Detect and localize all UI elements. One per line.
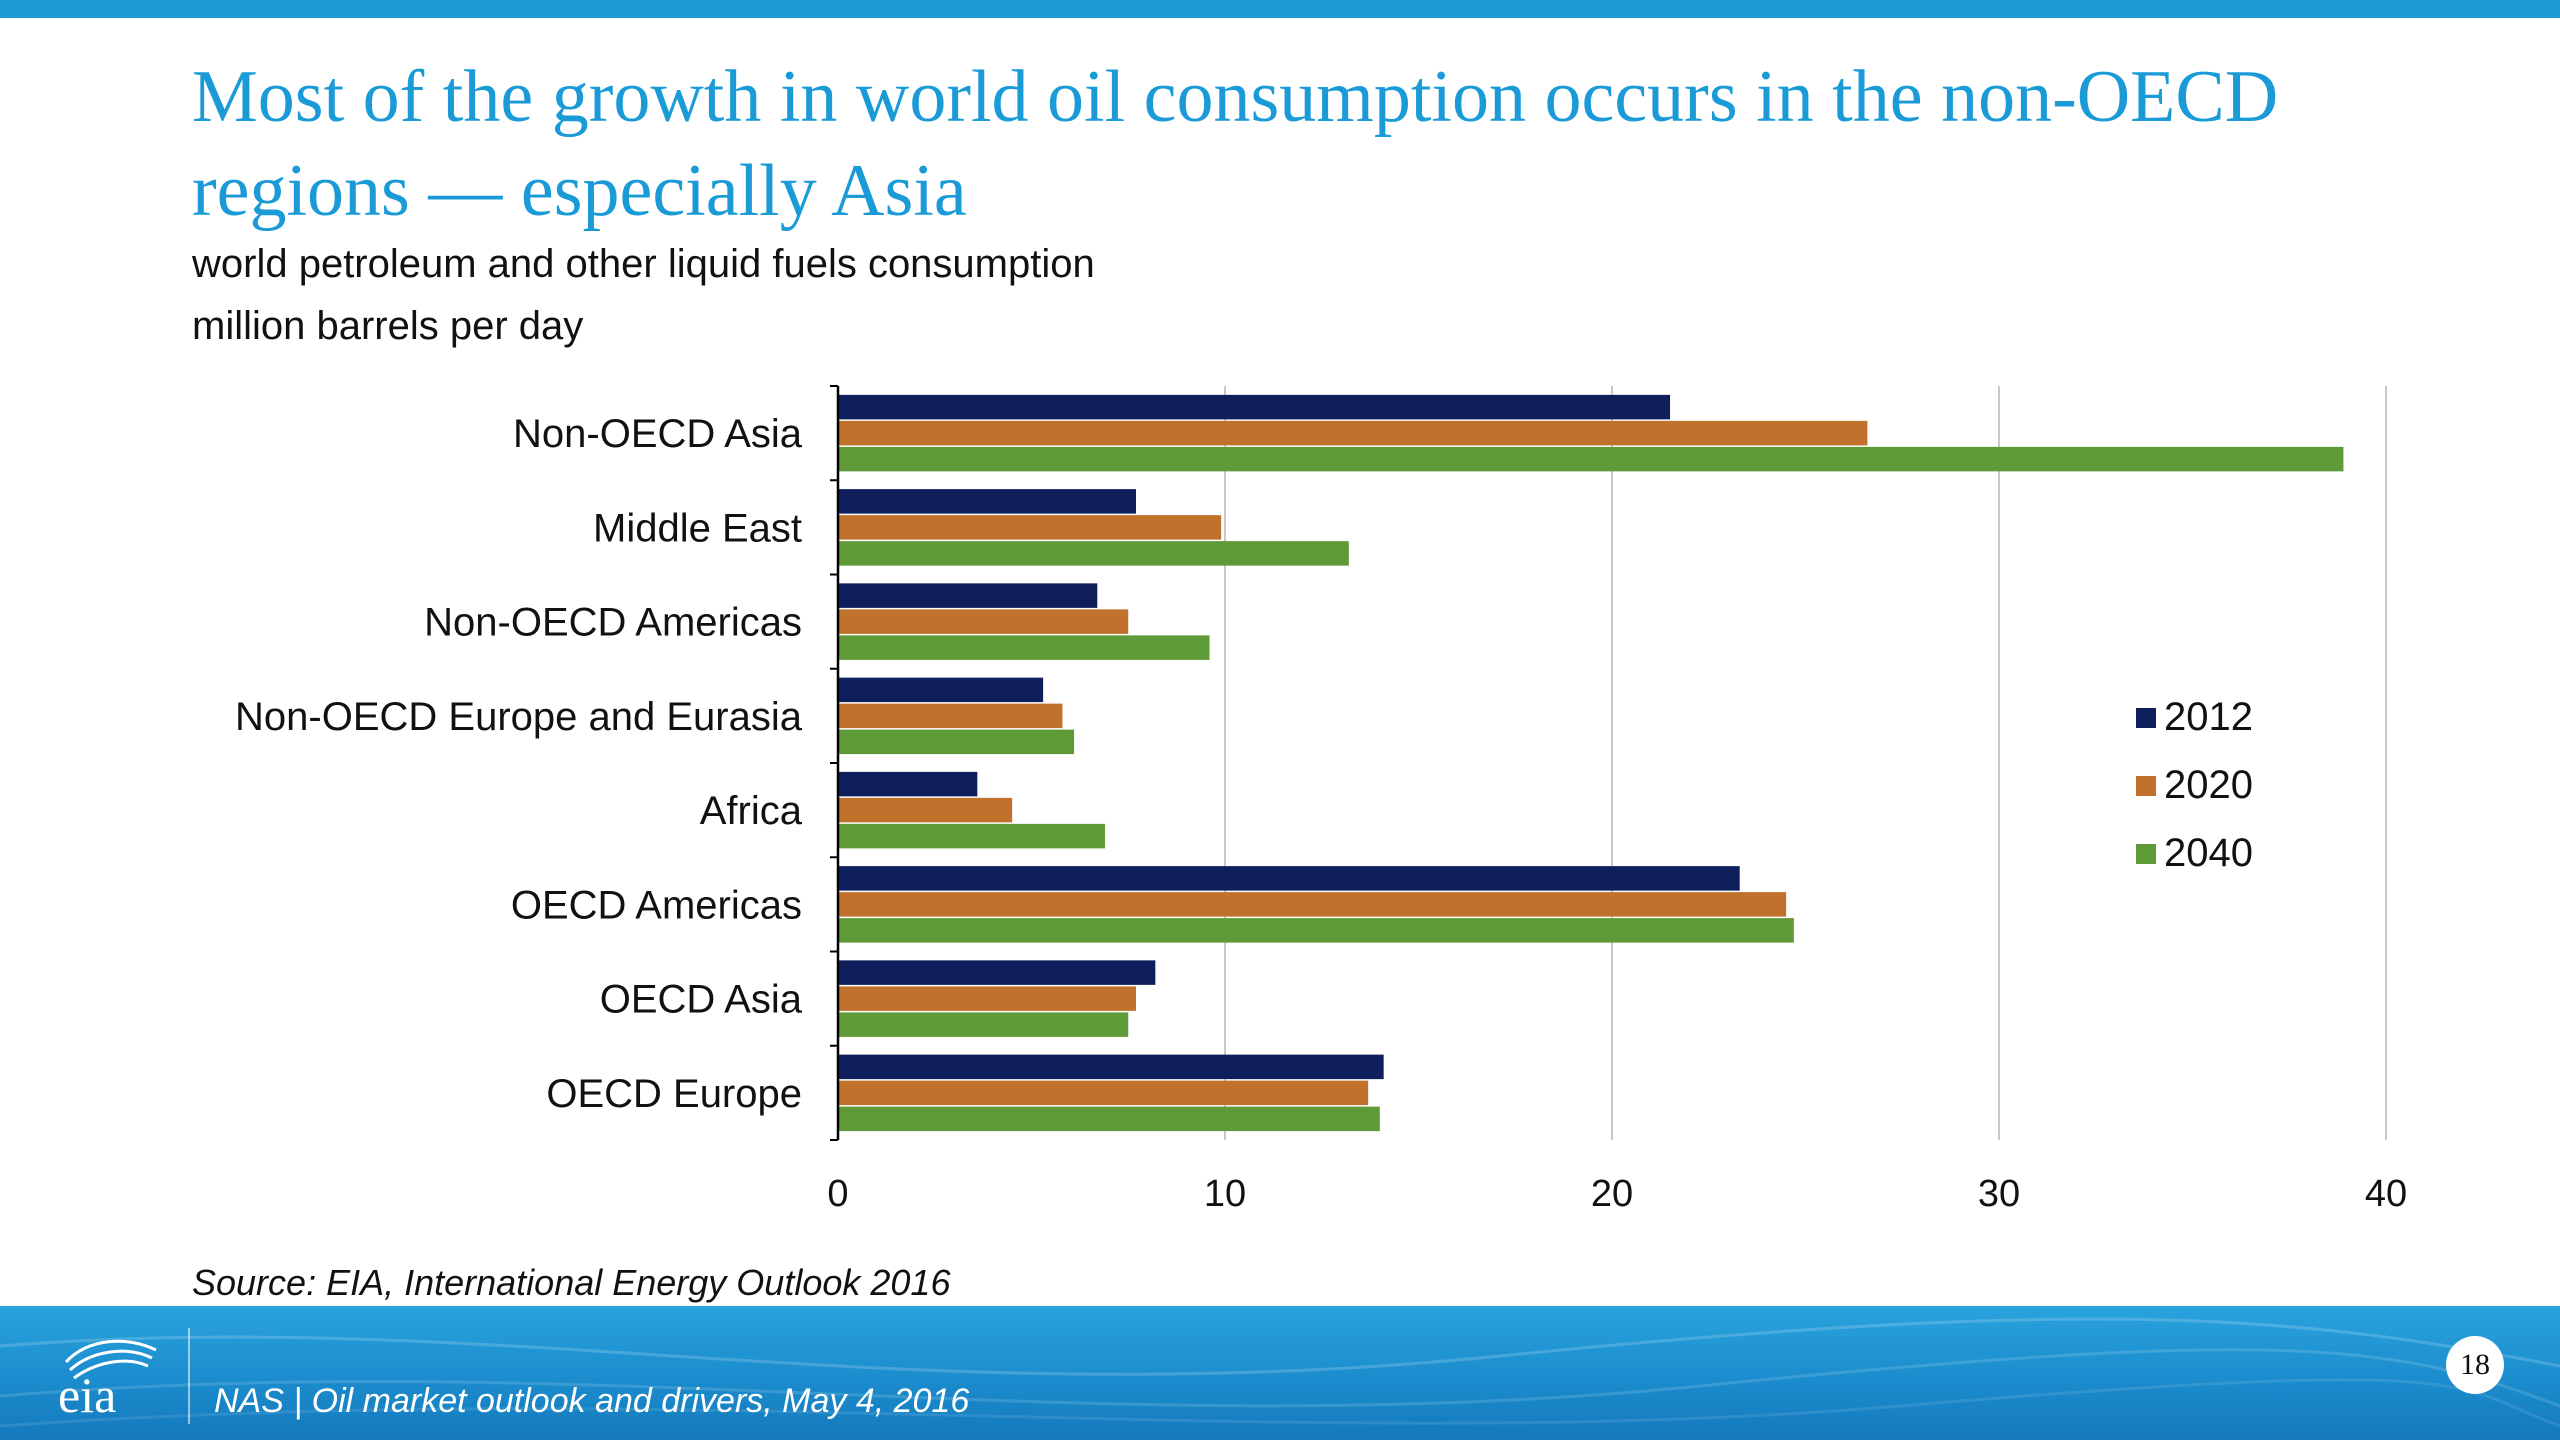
footer-text: NAS | Oil market outlook and drivers, Ma… [214, 1382, 970, 1420]
category-label: Middle East [593, 506, 802, 550]
bar-2040-non-oecd-europe-and-eurasia [838, 729, 1075, 755]
bar-2012-non-oecd-americas [838, 583, 1098, 608]
bar-2040-oecd-americas [838, 918, 1794, 943]
bar-2040-non-oecd-americas [838, 635, 1210, 660]
bar-2012-oecd-europe [838, 1054, 1384, 1080]
bar-chart: Non-OECD Asia Middle East Non-OECD America… [235, 385, 2407, 1215]
svg-text:eia: eia [58, 1367, 116, 1422]
bar-2020-non-oecd-americas [838, 609, 1129, 634]
category-label: Africa [700, 789, 803, 833]
bar-2012-non-oecd-asia [838, 394, 1671, 420]
bar-2012-middle-east [838, 489, 1136, 514]
page-number: 18 [2446, 1336, 2504, 1394]
bar-2020-oecd-americas [838, 892, 1787, 917]
category-label: Non-OECD Asia [513, 412, 803, 456]
footer-bar: eia NAS | Oil market outlook and drivers… [0, 1306, 2560, 1440]
bar-2012-non-oecd-europe-and-eurasia [838, 677, 1044, 703]
legend-label: 2012 [2164, 695, 2253, 739]
category-label: Non-OECD Americas [424, 601, 802, 645]
bar-2020-middle-east [838, 515, 1222, 540]
bar-2040-middle-east [838, 541, 1349, 566]
bar-2020-non-oecd-asia [838, 420, 1868, 446]
category-label: OECD Americas [511, 883, 802, 927]
bar-2020-non-oecd-europe-and-eurasia [838, 703, 1063, 729]
bar-2012-oecd-asia [838, 960, 1156, 985]
source-note: Source: EIA, International Energy Outloo… [192, 1262, 951, 1303]
legend-swatch-2040 [2136, 844, 2156, 864]
legend-swatch-2012 [2136, 708, 2156, 728]
footer-wave-decoration [0, 1317, 2560, 1428]
top-accent-bar [0, 0, 2560, 18]
x-tick-label: 0 [827, 1173, 848, 1215]
legend-label: 2040 [2164, 831, 2253, 875]
bar-2040-oecd-europe [838, 1106, 1380, 1132]
slide-title: Most of the growth in world oil consumpt… [192, 56, 2279, 232]
bar-2040-non-oecd-asia [838, 446, 2344, 472]
x-tick-label: 10 [1204, 1173, 1246, 1215]
legend-swatch-2020 [2136, 776, 2156, 796]
eia-logo: eia [58, 1339, 157, 1422]
category-label: OECD Europe [546, 1072, 802, 1116]
x-tick-label: 20 [1591, 1173, 1633, 1215]
category-label: Non-OECD Europe and Eurasia [235, 695, 803, 739]
legend-label: 2020 [2164, 763, 2253, 807]
bar-2020-oecd-europe [838, 1080, 1369, 1106]
bar-2040-africa [838, 823, 1106, 849]
x-tick-label: 30 [1978, 1173, 2020, 1215]
bar-2020-africa [838, 797, 1013, 823]
bar-2012-africa [838, 771, 978, 797]
chart-units: million barrels per day [192, 304, 584, 348]
footer-divider [188, 1328, 190, 1424]
bar-2040-oecd-asia [838, 1012, 1129, 1037]
chart-subtitle: world petroleum and other liquid fuels c… [192, 242, 1095, 286]
bar-2020-oecd-asia [838, 986, 1136, 1011]
category-label: OECD Asia [600, 978, 803, 1022]
bar-2012-oecd-americas [838, 866, 1740, 891]
x-tick-label: 40 [2365, 1173, 2407, 1215]
